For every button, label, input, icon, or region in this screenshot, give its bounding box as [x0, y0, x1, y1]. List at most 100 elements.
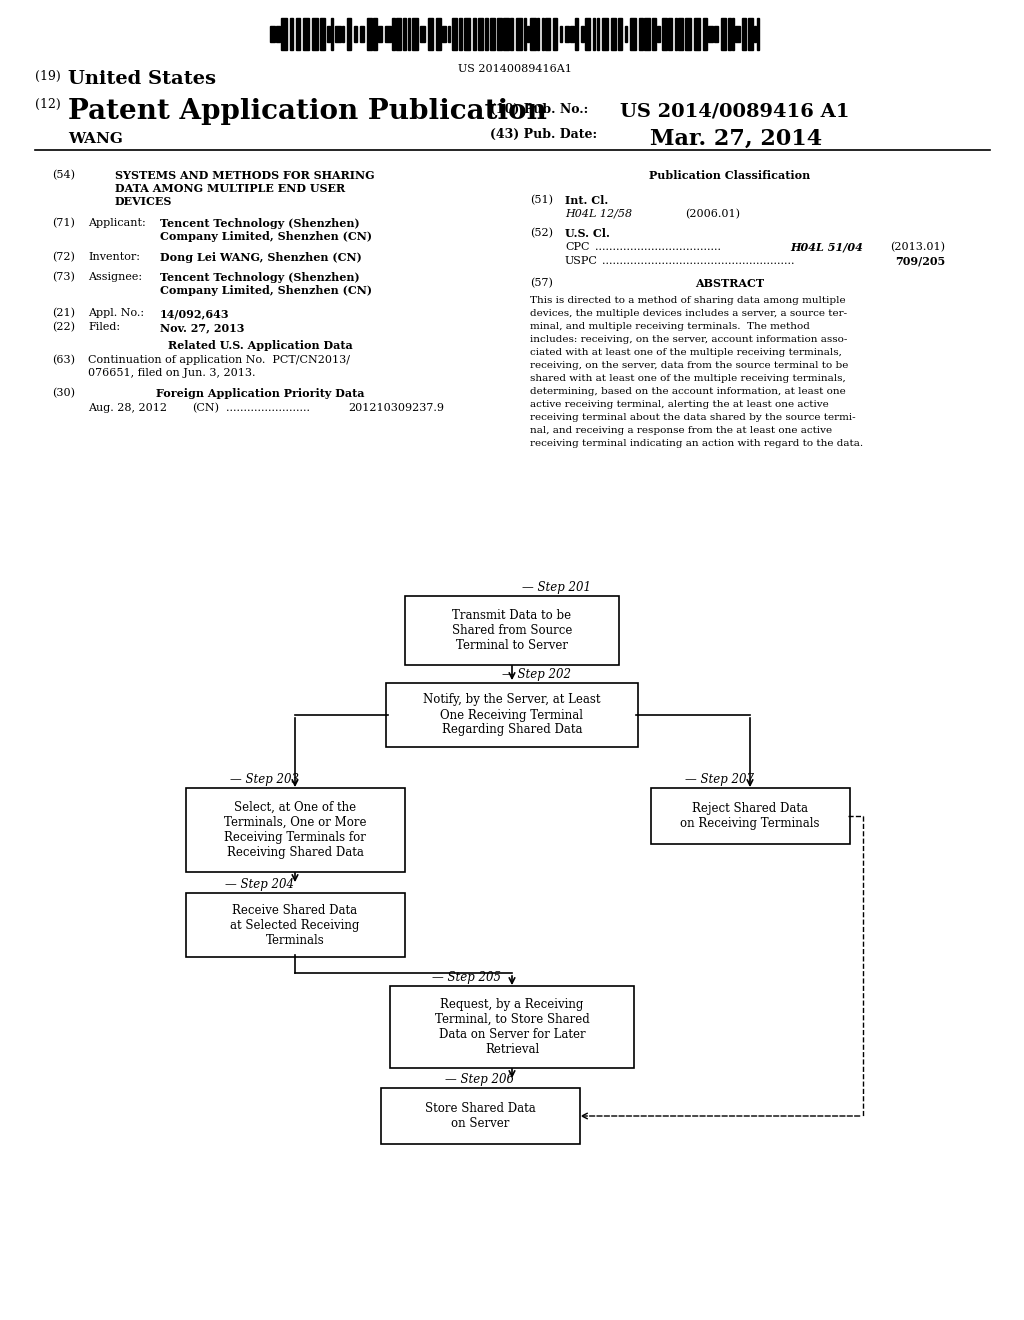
Bar [625, 26, 627, 42]
Text: Inventor:: Inventor: [88, 252, 140, 261]
Text: (CN): (CN) [193, 403, 219, 413]
Bar [545, 18, 550, 50]
Bar [685, 18, 691, 50]
Bar [742, 18, 746, 50]
Bar [662, 18, 667, 50]
Bar [449, 26, 450, 42]
Bar [378, 26, 382, 42]
Bar [442, 26, 446, 42]
Text: (57): (57) [530, 279, 553, 288]
Text: (71): (71) [52, 218, 75, 228]
Bar [270, 26, 275, 42]
Bar [373, 18, 377, 50]
Bar [537, 18, 539, 50]
Text: Related U.S. Application Data: Related U.S. Application Data [168, 341, 352, 351]
Bar [602, 18, 608, 50]
Text: US 2014/0089416 A1: US 2014/0089416 A1 [620, 103, 850, 121]
Bar [503, 18, 509, 50]
Text: Notify, by the Server, at Least
One Receiving Terminal
Regarding Shared Data: Notify, by the Server, at Least One Rece… [423, 693, 601, 737]
Text: DATA AMONG MULTIPLE END USER: DATA AMONG MULTIPLE END USER [115, 183, 345, 194]
Text: (51): (51) [530, 195, 553, 206]
Bar [585, 18, 590, 50]
Bar [644, 18, 650, 50]
Bar [428, 18, 433, 50]
Text: ........................: ........................ [226, 403, 310, 413]
Bar [748, 18, 753, 50]
Bar [281, 18, 287, 50]
Bar [360, 26, 364, 42]
Text: 076651, filed on Jun. 3, 2013.: 076651, filed on Jun. 3, 2013. [88, 368, 256, 378]
Text: 201210309237.9: 201210309237.9 [348, 403, 444, 413]
Bar [347, 18, 351, 50]
Text: Request, by a Receiving
Terminal, to Store Shared
Data on Server for Later
Retri: Request, by a Receiving Terminal, to Sto… [434, 998, 590, 1056]
Text: Applicant:: Applicant: [88, 218, 145, 228]
Text: DEVICES: DEVICES [115, 195, 172, 207]
Bar [367, 18, 372, 50]
Bar [485, 18, 488, 50]
Text: receiving terminal indicating an action with regard to the data.: receiving terminal indicating an action … [530, 440, 863, 447]
Text: — Step 206: — Step 206 [445, 1073, 514, 1086]
Bar [728, 18, 731, 50]
Text: nal, and receiving a response from the at least one active: nal, and receiving a response from the a… [530, 426, 833, 436]
Bar [652, 18, 656, 50]
Text: Appl. No.:: Appl. No.: [88, 308, 144, 318]
Text: Transmit Data to be
Shared from Source
Terminal to Server: Transmit Data to be Shared from Source T… [452, 609, 572, 652]
Text: devices, the multiple devices includes a server, a source ter-: devices, the multiple devices includes a… [530, 309, 847, 318]
Bar [290, 18, 293, 50]
Bar [392, 18, 395, 50]
Text: determining, based on the account information, at least one: determining, based on the account inform… [530, 387, 846, 396]
Bar [721, 18, 726, 50]
Text: .......................................................: ........................................… [602, 256, 795, 267]
Text: (19): (19) [35, 70, 60, 83]
Text: Store Shared Data
on Server: Store Shared Data on Server [425, 1102, 536, 1130]
Text: (73): (73) [52, 272, 75, 282]
Bar [732, 18, 734, 50]
Bar [436, 18, 441, 50]
Text: H04L 51/04: H04L 51/04 [790, 242, 863, 253]
Text: Assignee:: Assignee: [88, 272, 142, 282]
Bar [312, 18, 318, 50]
Text: Company Limited, Shenzhen (CN): Company Limited, Shenzhen (CN) [160, 231, 372, 242]
Bar [570, 26, 574, 42]
Bar [657, 26, 660, 42]
Text: Select, at One of the
Terminals, One or More
Receiving Terminals for
Receiving S: Select, at One of the Terminals, One or … [224, 801, 367, 859]
Text: U.S. Cl.: U.S. Cl. [565, 228, 610, 239]
Bar [296, 18, 300, 50]
Text: Mar. 27, 2014: Mar. 27, 2014 [650, 128, 822, 150]
Text: US 20140089416A1: US 20140089416A1 [458, 63, 572, 74]
Text: 709/205: 709/205 [895, 256, 945, 267]
Bar [516, 18, 522, 50]
Bar [276, 26, 280, 42]
Text: (43) Pub. Date:: (43) Pub. Date: [490, 128, 597, 141]
Bar [452, 18, 457, 50]
Bar [490, 18, 495, 50]
Text: (22): (22) [52, 322, 75, 333]
Text: (12): (12) [35, 98, 60, 111]
Text: (21): (21) [52, 308, 75, 318]
Bar [327, 26, 330, 42]
Text: ....................................: .................................... [595, 242, 721, 252]
Text: — Step 201: — Step 201 [522, 581, 591, 594]
Bar [497, 18, 502, 50]
Bar [630, 18, 636, 50]
Bar [524, 18, 526, 50]
Text: Patent Application Publication: Patent Application Publication [68, 98, 547, 125]
Text: WANG: WANG [68, 132, 123, 147]
Bar [597, 18, 599, 50]
Bar [560, 26, 562, 42]
Text: ABSTRACT: ABSTRACT [695, 279, 765, 289]
Text: Receive Shared Data
at Selected Receiving
Terminals: Receive Shared Data at Selected Receivin… [230, 903, 359, 946]
Bar [478, 18, 483, 50]
Text: This is directed to a method of sharing data among multiple: This is directed to a method of sharing … [530, 296, 846, 305]
Text: Foreign Application Priority Data: Foreign Application Priority Data [156, 388, 365, 399]
Text: Nov. 27, 2013: Nov. 27, 2013 [160, 322, 245, 333]
Text: — Step 205: — Step 205 [432, 972, 501, 983]
Text: shared with at least one of the multiple receiving terminals,: shared with at least one of the multiple… [530, 374, 846, 383]
Bar [675, 18, 677, 50]
Text: Int. Cl.: Int. Cl. [565, 195, 608, 206]
Bar [510, 18, 513, 50]
Text: USPC: USPC [565, 256, 598, 267]
Bar [668, 18, 672, 50]
Text: Dong Lei WANG, Shenzhen (CN): Dong Lei WANG, Shenzhen (CN) [160, 252, 361, 263]
Bar [464, 18, 470, 50]
